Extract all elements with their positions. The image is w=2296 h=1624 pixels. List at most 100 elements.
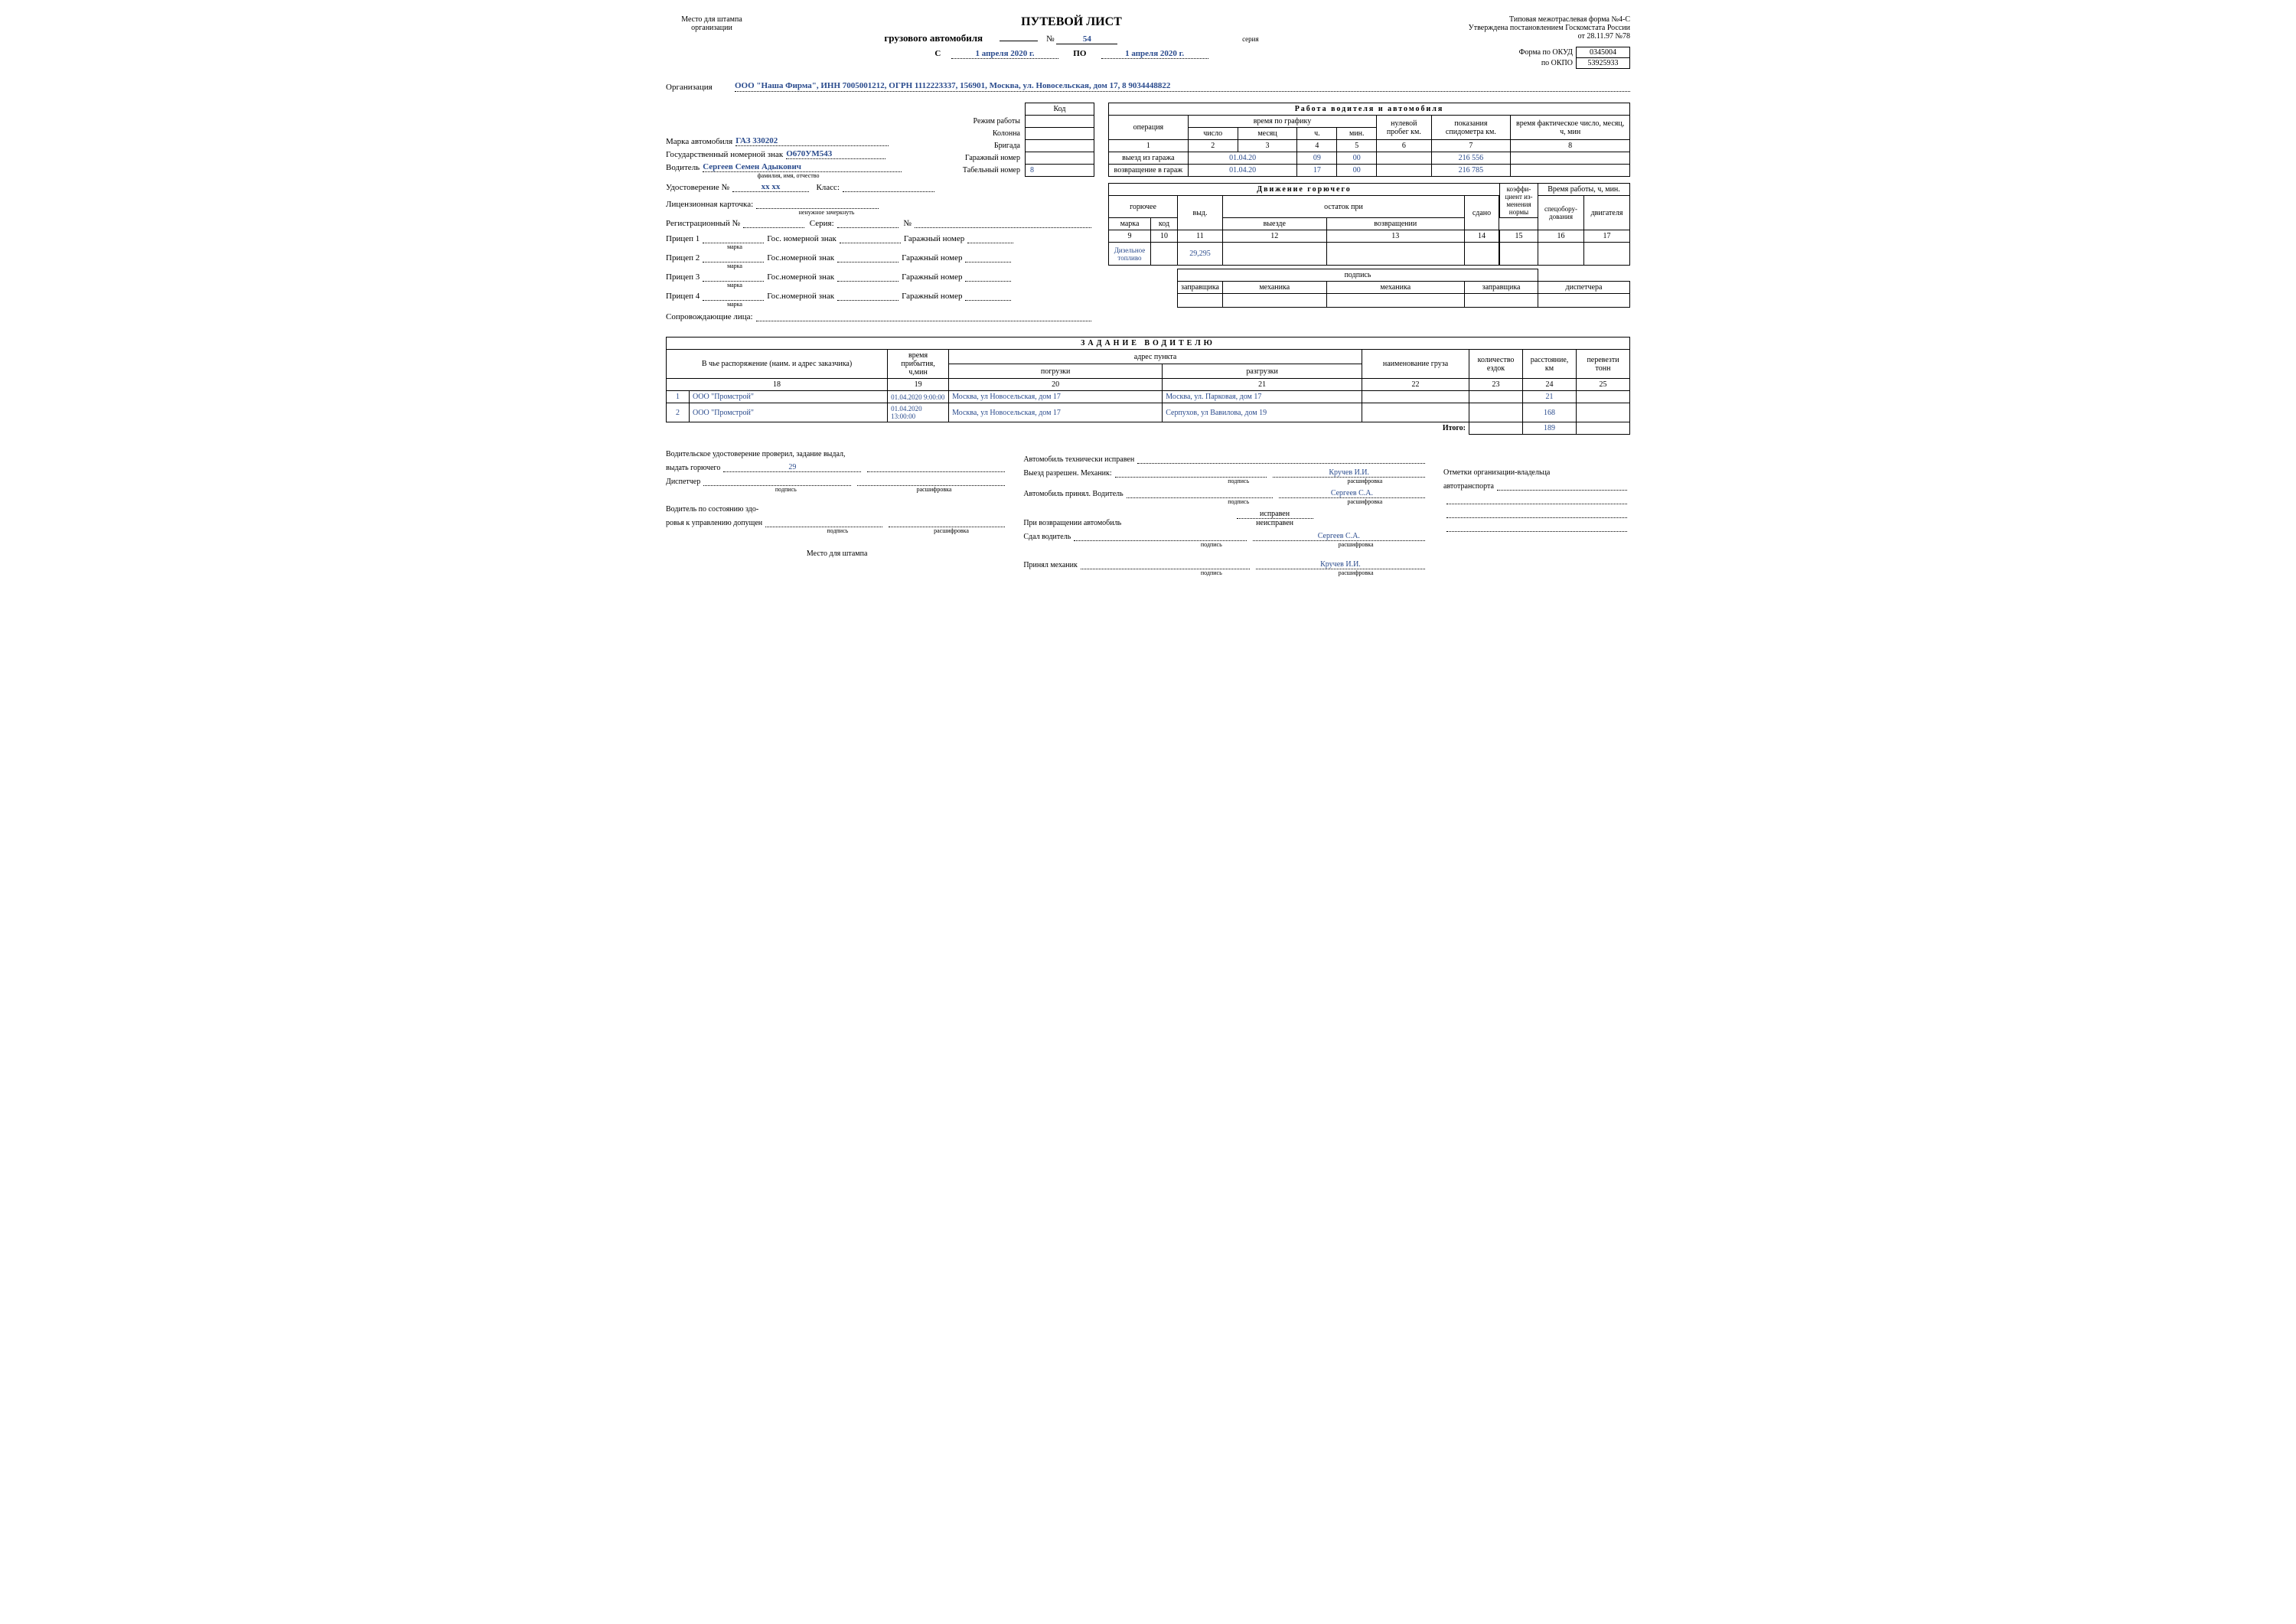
- health2: ровья к управлению допущен: [666, 519, 762, 527]
- issued-hdr: выд.: [1178, 196, 1223, 230]
- vehicle-info: Код Режим работы Колонна Бригада Гаражны…: [666, 103, 1094, 321]
- task-row: 1 ООО "Промстрой" 01.04.2020 9:00:00 Мос…: [667, 391, 1630, 403]
- trailer1-label: Прицеп 1: [666, 234, 700, 243]
- fuel-name: Дизельное топливо: [1109, 243, 1151, 266]
- brand-value: ГАЗ 330202: [735, 136, 889, 146]
- fuel-table: Движение горючего коэффи-циент из-менени…: [1108, 183, 1630, 308]
- work-fuel: Работа водителя и автомобиля операция вр…: [1108, 103, 1630, 321]
- out-odo: 216 556: [1431, 152, 1511, 165]
- tabel-val: 8: [1026, 165, 1094, 177]
- num-label: №: [1046, 34, 1055, 44]
- equip-hdr: спецобору-дования: [1538, 196, 1584, 230]
- task-block: ЗАДАНИЕ ВОДИТЕЛЮ В чье распоряжение (наи…: [666, 337, 1630, 435]
- plate-value: О670УМ543: [786, 149, 885, 159]
- s3: механика: [1326, 282, 1464, 294]
- stamp-placeholder: Место для штампа организации: [666, 15, 758, 32]
- fuel-out-lbl: выдать горючего: [666, 464, 720, 472]
- gar4: Гаражный номер: [902, 292, 962, 301]
- op-hdr: операция: [1109, 116, 1189, 140]
- month-hdr: месяц: [1238, 128, 1297, 140]
- gos4: Гос.номерной знак: [767, 292, 834, 301]
- disp-lbl: Диспетчер: [666, 478, 700, 486]
- accepted: Автомобиль принял. Водитель: [1023, 490, 1123, 498]
- org-value: ООО "Наша Фирма", ИНН 7005001212, ОГРН 1…: [735, 81, 1630, 92]
- okud-label: Форма по ОКУД: [1516, 47, 1577, 58]
- okud-value: 0345004: [1577, 47, 1630, 58]
- brand-sub1: марка: [704, 243, 765, 250]
- brand-sub3: марка: [704, 282, 765, 289]
- s5: диспетчера: [1538, 282, 1630, 294]
- schedule-hdr: время по графику: [1188, 116, 1376, 128]
- form-line-1: Типовая межотраслевая форма №4-С: [1385, 15, 1630, 24]
- date-to: 1 апреля 2020 г.: [1101, 49, 1208, 59]
- trailer3-label: Прицеп 3: [666, 272, 700, 282]
- unload-hdr: разгрузки: [1163, 364, 1362, 379]
- marks1: Отметки организации-владельца: [1443, 468, 1630, 477]
- gos2: Гос.номерной знак: [767, 253, 834, 263]
- zero-hdr: нулевой пробег км.: [1377, 116, 1431, 140]
- out-h: 09: [1297, 152, 1337, 165]
- okpo-label: по ОКПО: [1516, 58, 1577, 69]
- marks2: автотранспорта: [1443, 482, 1494, 491]
- stamp-label-1: Место для штампа: [666, 15, 758, 24]
- escort-label: Сопровождающие лица:: [666, 312, 753, 321]
- mech2: Кручев И.И.: [1256, 560, 1425, 569]
- driver-value: Сергеев Семен Адыкович: [703, 162, 902, 172]
- doc-subtitle: грузового автомобиля: [884, 32, 983, 44]
- po-label: ПО: [1073, 49, 1086, 58]
- garage-lbl: Гаражный номер: [958, 152, 1026, 165]
- remain-hdr: остаток при: [1222, 196, 1464, 218]
- addr-hdr: адрес пункта: [949, 350, 1362, 364]
- column-lbl: Колонна: [958, 128, 1026, 140]
- fuel-title: Движение горючего: [1109, 184, 1500, 196]
- drv2: Сергеев С.А.: [1253, 532, 1425, 541]
- odo-hdr: показания спидометра км.: [1431, 116, 1511, 140]
- org-label: Организация: [666, 83, 735, 92]
- date-from: 1 апреля 2020 г.: [951, 49, 1058, 59]
- cert-label: Удостоверение №: [666, 183, 729, 192]
- actual-hdr: время фактическое число, месяц, ч, мин: [1511, 116, 1630, 140]
- allowed: Выезд разрешен. Механик:: [1023, 469, 1111, 478]
- gar3: Гаражный номер: [902, 272, 962, 282]
- sig-hdr: подпись: [1178, 269, 1538, 282]
- min-hdr: мин.: [1337, 128, 1377, 140]
- stamp-lbl: Место для штампа: [666, 549, 1008, 558]
- c-label: С: [934, 49, 941, 58]
- task-row: 2 ООО "Промстрой" 01.04.2020 13:00:00 Мо…: [667, 403, 1630, 422]
- cargo-hdr: наименование груза: [1362, 350, 1469, 379]
- brand-sub2: марка: [704, 263, 765, 269]
- received: Принял механик: [1023, 561, 1078, 569]
- work-table: Работа водителя и автомобиля операция вр…: [1108, 103, 1630, 177]
- mode-lbl: Режим работы: [958, 116, 1026, 128]
- s2: механика: [1222, 282, 1326, 294]
- work-title: Работа водителя и автомобиля: [1109, 103, 1630, 116]
- task-title: ЗАДАНИЕ ВОДИТЕЛЮ: [667, 338, 1630, 350]
- total-lbl: Итого:: [667, 422, 1469, 435]
- footer: Водительское удостоверение проверил, зад…: [666, 450, 1630, 576]
- n-label: №: [903, 219, 912, 228]
- header: Место для штампа организации ПУТЕВОЙ ЛИС…: [666, 15, 1630, 69]
- brand-label: Марка автомобиля: [666, 137, 732, 146]
- h-hdr: ч.: [1297, 128, 1337, 140]
- return: При возвращении автомобиль: [1023, 519, 1121, 527]
- out-m: 00: [1337, 152, 1377, 165]
- check-text: Водительское удостоверение проверил, зад…: [666, 450, 1008, 458]
- fuel-amt: 29,295: [1178, 243, 1223, 266]
- class-label: Класс:: [816, 183, 840, 192]
- gos1: Гос. номерной знак: [767, 234, 837, 243]
- doc-title: ПУТЕВОЙ ЛИСТ: [758, 15, 1385, 29]
- out-hdr: выезде: [1222, 218, 1326, 230]
- out-date: 01.04.20: [1188, 152, 1297, 165]
- arrival-hdr: время прибытия, ч,мин: [888, 350, 949, 379]
- out-lbl: выезд из гаража: [1109, 152, 1189, 165]
- ret-h: 17: [1297, 165, 1337, 177]
- header-center: ПУТЕВОЙ ЛИСТ грузового автомобиля № 54 с…: [758, 15, 1385, 59]
- fuel-out-val: 29: [723, 463, 861, 472]
- series-label: серия: [1242, 35, 1259, 43]
- plate-label: Государственный номерной знак: [666, 150, 783, 159]
- driver-label: Водитель: [666, 163, 700, 172]
- mech1: Кручев И.И.: [1273, 468, 1425, 478]
- header-right: Типовая межотраслевая форма №4-С Утвержд…: [1385, 15, 1630, 69]
- org-row: Организация ООО "Наша Фирма", ИНН 700500…: [666, 81, 1630, 92]
- tech-ok: Автомобиль технически исправен: [1023, 455, 1134, 464]
